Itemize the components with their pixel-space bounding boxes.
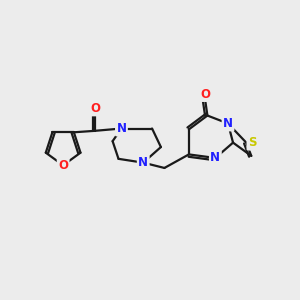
Text: N: N (116, 122, 126, 135)
Text: N: N (223, 117, 233, 130)
Text: O: O (200, 88, 210, 100)
Text: S: S (248, 136, 256, 149)
Text: O: O (58, 159, 68, 172)
Text: O: O (90, 102, 100, 115)
Text: N: N (210, 152, 220, 164)
Text: N: N (138, 156, 148, 169)
